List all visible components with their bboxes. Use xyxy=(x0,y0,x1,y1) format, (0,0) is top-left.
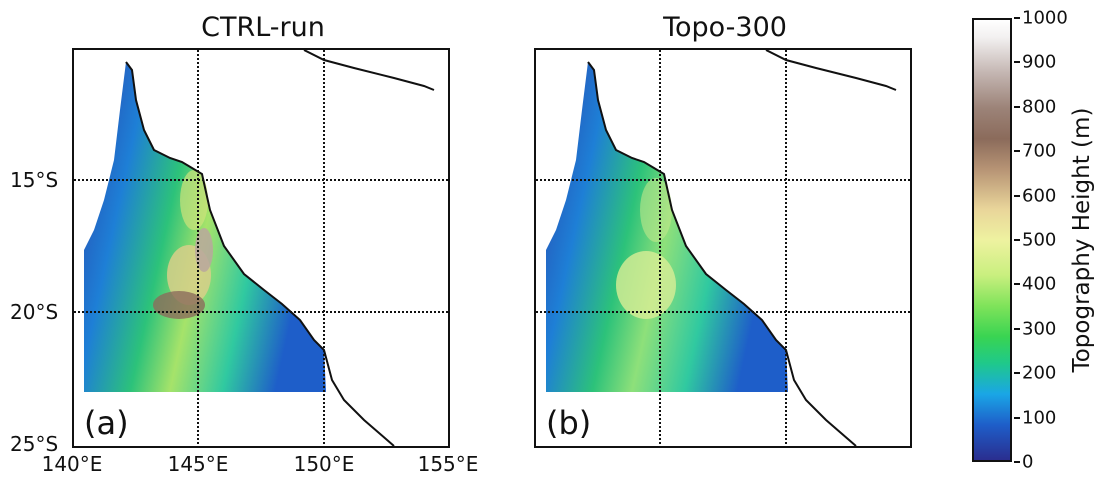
colorbar-tick-mark xyxy=(1014,239,1020,241)
colorbar-tick-label: 500 xyxy=(1022,229,1057,251)
coastline-north xyxy=(765,50,897,91)
coastline xyxy=(125,61,395,446)
panel-label-a: (a) xyxy=(80,404,133,442)
colorbar-tick-mark xyxy=(1014,416,1020,419)
coastline xyxy=(587,61,857,446)
colorbar-tick-mark xyxy=(1014,327,1020,330)
colorbar-tick-mark xyxy=(1014,194,1020,197)
colorbar-tick-mark xyxy=(1014,283,1020,286)
lat-label-25s: 25°S xyxy=(10,432,59,456)
panel-title-topo-300: Topo-300 xyxy=(663,12,787,43)
colorbar-tick-label: 100 xyxy=(1022,407,1057,429)
lat-label-15s: 15°S xyxy=(10,168,59,192)
highland-ridge xyxy=(640,178,672,242)
map-panel-ctrl-run: (a) xyxy=(72,48,450,448)
map-panel-topo-300: (b) xyxy=(534,48,912,448)
panel-title-ctrl-run: CTRL-run xyxy=(201,12,325,43)
lon-label-140e: 140°E xyxy=(41,452,103,476)
highland-peak-north xyxy=(195,228,213,272)
lon-label-145e: 145°E xyxy=(167,452,229,476)
topography-map-ctrl-run xyxy=(74,50,448,446)
lon-label-155e: 155°E xyxy=(417,452,479,476)
highland-ridge xyxy=(180,170,208,230)
coastline-north xyxy=(303,50,435,91)
highland-central xyxy=(616,251,676,319)
gridlines xyxy=(74,50,448,446)
colorbar-tick-mark xyxy=(1014,461,1020,463)
colorbar-tick-label: 200 xyxy=(1022,362,1057,384)
colorbar-tick-mark xyxy=(1014,61,1020,64)
colorbar-tick-label: 900 xyxy=(1022,51,1057,73)
colorbar-tick-mark xyxy=(1014,372,1020,375)
colorbar-tick-label: 1000 xyxy=(1022,7,1068,29)
colorbar-tick-mark xyxy=(1014,150,1020,153)
colorbar-tick-label: 300 xyxy=(1022,318,1057,340)
colorbar-tick-label: 600 xyxy=(1022,185,1057,207)
colorbar-tick-mark xyxy=(1014,17,1020,19)
colorbar-tick-label: 800 xyxy=(1022,96,1057,118)
gridlines xyxy=(536,50,910,446)
panel-label-b: (b) xyxy=(542,404,596,442)
colorbar-tick-label: 400 xyxy=(1022,273,1057,295)
colorbar-tick-label: 700 xyxy=(1022,140,1057,162)
colorbar-tick-label: 0 xyxy=(1022,451,1034,473)
lat-label-20s: 20°S xyxy=(10,300,59,324)
land-mass xyxy=(84,62,326,392)
colorbar xyxy=(972,18,1012,462)
colorbar-title: Topography Height (m) xyxy=(1069,107,1095,373)
lon-label-150e: 150°E xyxy=(293,452,355,476)
colorbar-tick-mark xyxy=(1014,105,1020,108)
topography-map-topo-300 xyxy=(536,50,910,446)
